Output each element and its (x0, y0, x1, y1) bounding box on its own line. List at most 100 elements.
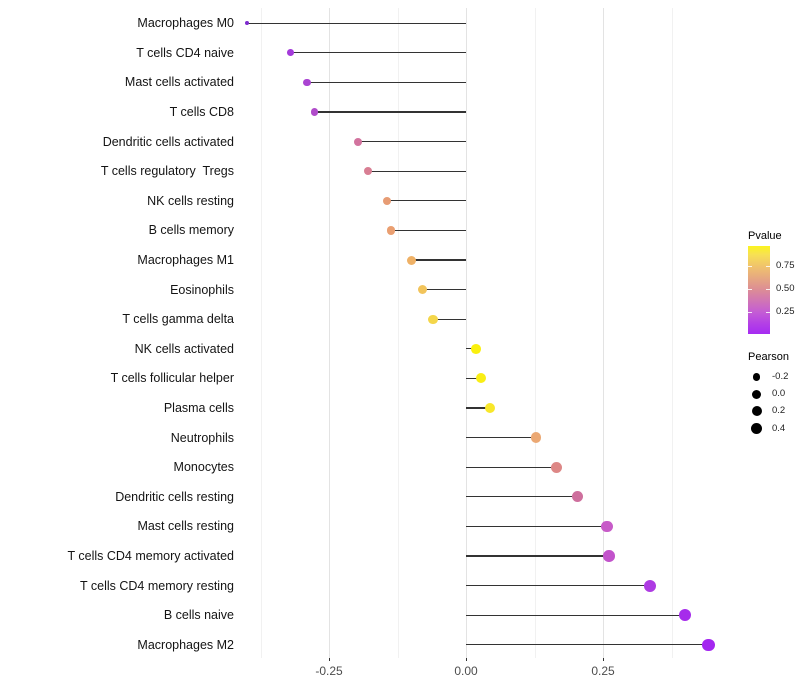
x-axis-tick-label: -0.25 (315, 664, 343, 678)
category-label: Plasma cells (163, 401, 234, 415)
category-label: Monocytes (173, 460, 234, 475)
category-label: T cells CD8 (169, 105, 234, 119)
lollipop-stem (387, 200, 466, 202)
lollipop-dot (363, 167, 372, 176)
lollipop-dot (406, 255, 416, 265)
category-label: T cells regulatory Tregs (100, 164, 234, 179)
lollipop-dot (603, 550, 615, 562)
lollipop-stem (466, 466, 557, 468)
category-label: Dendritic cells resting (115, 489, 234, 504)
lollipop-stem (367, 170, 466, 172)
lollipop-dot (244, 21, 249, 26)
category-label: T cells CD4 memory activated (67, 549, 235, 563)
pearson-legend-dot (752, 373, 761, 381)
lollipop-stem (246, 22, 466, 24)
colorbar-tick-left (748, 266, 752, 268)
lollipop-stem (466, 377, 482, 380)
category-label: T cells CD4 naive (136, 45, 234, 60)
pearson-legend-label: 0.4 (772, 422, 786, 434)
pvalue-colorbar (748, 246, 770, 334)
colorbar-tick-right (766, 289, 770, 291)
pearson-legend-dot (751, 406, 762, 417)
lollipop-dot (551, 461, 563, 473)
colorbar-tick-left (748, 312, 752, 313)
lollipop-dot (476, 373, 487, 384)
lollipop-stem (466, 555, 610, 557)
lollipop-dot (530, 432, 542, 443)
lollipop-dot (485, 402, 496, 414)
lollipop-stem (314, 111, 466, 113)
category-label: Macrophages M1 (137, 253, 234, 267)
category-label: Eosinophils (170, 282, 234, 297)
category-label: NK cells resting (147, 193, 234, 208)
colorbar-tick-label: 0.75 (776, 260, 795, 272)
lollipop-stem (466, 584, 651, 587)
pearson-legend-label: 0.0 (772, 388, 786, 400)
colorbar-tick-label: 0.25 (776, 306, 795, 317)
category-label: B cells memory (148, 223, 234, 238)
category-label: Neutrophils (170, 430, 234, 445)
pvalue-legend-title: Pvalue (748, 230, 782, 242)
lollipop-stem (307, 81, 466, 84)
colorbar-tick-left (748, 289, 752, 291)
major-gridline (603, 8, 604, 658)
pearson-legend-label: 0.2 (772, 405, 786, 417)
lollipop-stem (466, 407, 491, 409)
lollipop-dot (303, 78, 311, 86)
lollipop-dot (572, 491, 584, 503)
lollipop-stem (466, 496, 578, 498)
lollipop-stem (466, 436, 537, 439)
pearson-legend-title: Pearson (748, 351, 789, 363)
category-label: Macrophages M2 (137, 637, 234, 652)
lollipop-dot (644, 579, 657, 592)
lollipop-dot (354, 137, 363, 146)
category-label: T cells CD4 memory resting (80, 578, 234, 593)
minor-gridline (671, 8, 673, 658)
x-axis-tick-label: 0.25 (591, 664, 615, 678)
lollipop-dot (287, 49, 295, 57)
category-label: B cells naive (163, 608, 234, 623)
lollipop-stem (358, 140, 466, 143)
category-label: NK cells activated (134, 341, 234, 356)
x-axis-tick (466, 658, 467, 661)
lollipop-stem (466, 348, 476, 350)
lollipop-dot (470, 343, 481, 354)
lollipop-dot (310, 108, 318, 116)
lollipop-dot (702, 638, 716, 652)
category-label: Dendritic cells activated (102, 134, 234, 149)
lollipop-dot (386, 226, 396, 235)
lollipop-dot (679, 609, 692, 622)
category-label: Mast cells resting (137, 519, 234, 534)
pearson-legend-label: -0.2 (772, 371, 789, 382)
category-label: Mast cells activated (124, 75, 234, 90)
minor-gridline (534, 8, 536, 658)
colorbar-tick-right (766, 266, 770, 268)
lollipop-stem (466, 614, 686, 616)
colorbar-tick-label: 0.50 (776, 283, 795, 295)
lollipop-dot (417, 285, 427, 295)
colorbar-tick-right (766, 312, 770, 313)
lollipop-stem (290, 52, 466, 54)
lollipop-dot (601, 520, 613, 533)
category-label: Macrophages M0 (137, 16, 234, 31)
lollipop-stem (411, 259, 466, 261)
pearson-legend-dot (751, 423, 762, 435)
lollipop-stem (390, 229, 466, 232)
minor-gridline (397, 8, 399, 658)
category-label: T cells follicular helper (110, 371, 234, 386)
lollipop-stem (466, 644, 709, 646)
pearson-legend-dot (752, 389, 761, 399)
major-gridline (466, 8, 467, 658)
lollipop-stem (422, 288, 466, 291)
lollipop-dot (382, 196, 392, 206)
major-gridline (329, 8, 330, 658)
category-label: T cells gamma delta (122, 312, 234, 327)
x-axis-tick (603, 658, 604, 661)
lollipop-stem (433, 318, 466, 320)
x-axis-tick (329, 658, 330, 661)
x-axis-tick-label: 0.00 (454, 664, 478, 678)
lollipop-stem (466, 525, 607, 528)
lollipop-dot (428, 314, 438, 324)
minor-gridline (260, 8, 262, 658)
